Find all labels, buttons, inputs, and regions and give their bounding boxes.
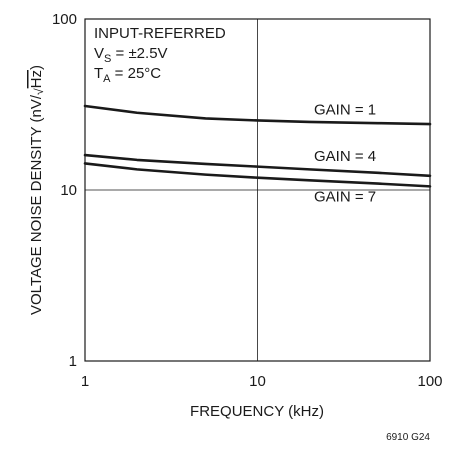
annotation-vs-sub: S [104, 53, 111, 65]
series-label-2: GAIN = 7 [314, 189, 376, 206]
series-line-2 [83, 162, 432, 188]
annotation-line-2: VS = ±2.5V [94, 45, 168, 65]
series-label-1: GAIN = 4 [314, 148, 376, 165]
series-labels: GAIN = 1 GAIN = 4 GAIN = 7 [314, 101, 376, 205]
annotation-ta-main: T [94, 65, 103, 82]
annotation-ta-rest: = 25°C [111, 65, 162, 82]
y-axis-label-close: ) [28, 65, 45, 70]
y-tick-labels: 1 10 100 [52, 11, 77, 370]
x-tick-labels: 1 10 100 [81, 373, 443, 390]
series-lines [83, 104, 432, 188]
y-tick-label-1: 10 [60, 182, 77, 199]
grid-lines [85, 19, 430, 361]
series-line-0 [83, 104, 432, 126]
y-axis-label-radicand: Hz [28, 70, 45, 88]
x-tick-label-2: 100 [417, 373, 442, 390]
y-tick-label-2: 100 [52, 11, 77, 28]
figure-code: 6910 G24 [386, 432, 430, 443]
y-axis-label-main: VOLTAGE NOISE DENSITY (nV/ [28, 94, 45, 315]
y-tick-label-0: 1 [69, 353, 77, 370]
x-tick-label-1: 10 [249, 373, 266, 390]
annotation-vs-rest: = ±2.5V [111, 45, 167, 62]
annotation-vs-main: V [94, 45, 104, 62]
series-line-1 [83, 153, 432, 178]
annotation-ta-sub: A [103, 73, 111, 85]
y-axis-label-radical: √ [32, 88, 46, 95]
x-axis-label: FREQUENCY (kHz) [190, 403, 324, 420]
y-axis-label: VOLTAGE NOISE DENSITY (nV/√Hz) [28, 65, 46, 315]
series-label-0: GAIN = 1 [314, 101, 376, 118]
x-tick-label-0: 1 [81, 373, 89, 390]
annotation-line-3: TA = 25°C [94, 65, 161, 85]
annotation-line-1: INPUT-REFERRED [94, 25, 226, 42]
